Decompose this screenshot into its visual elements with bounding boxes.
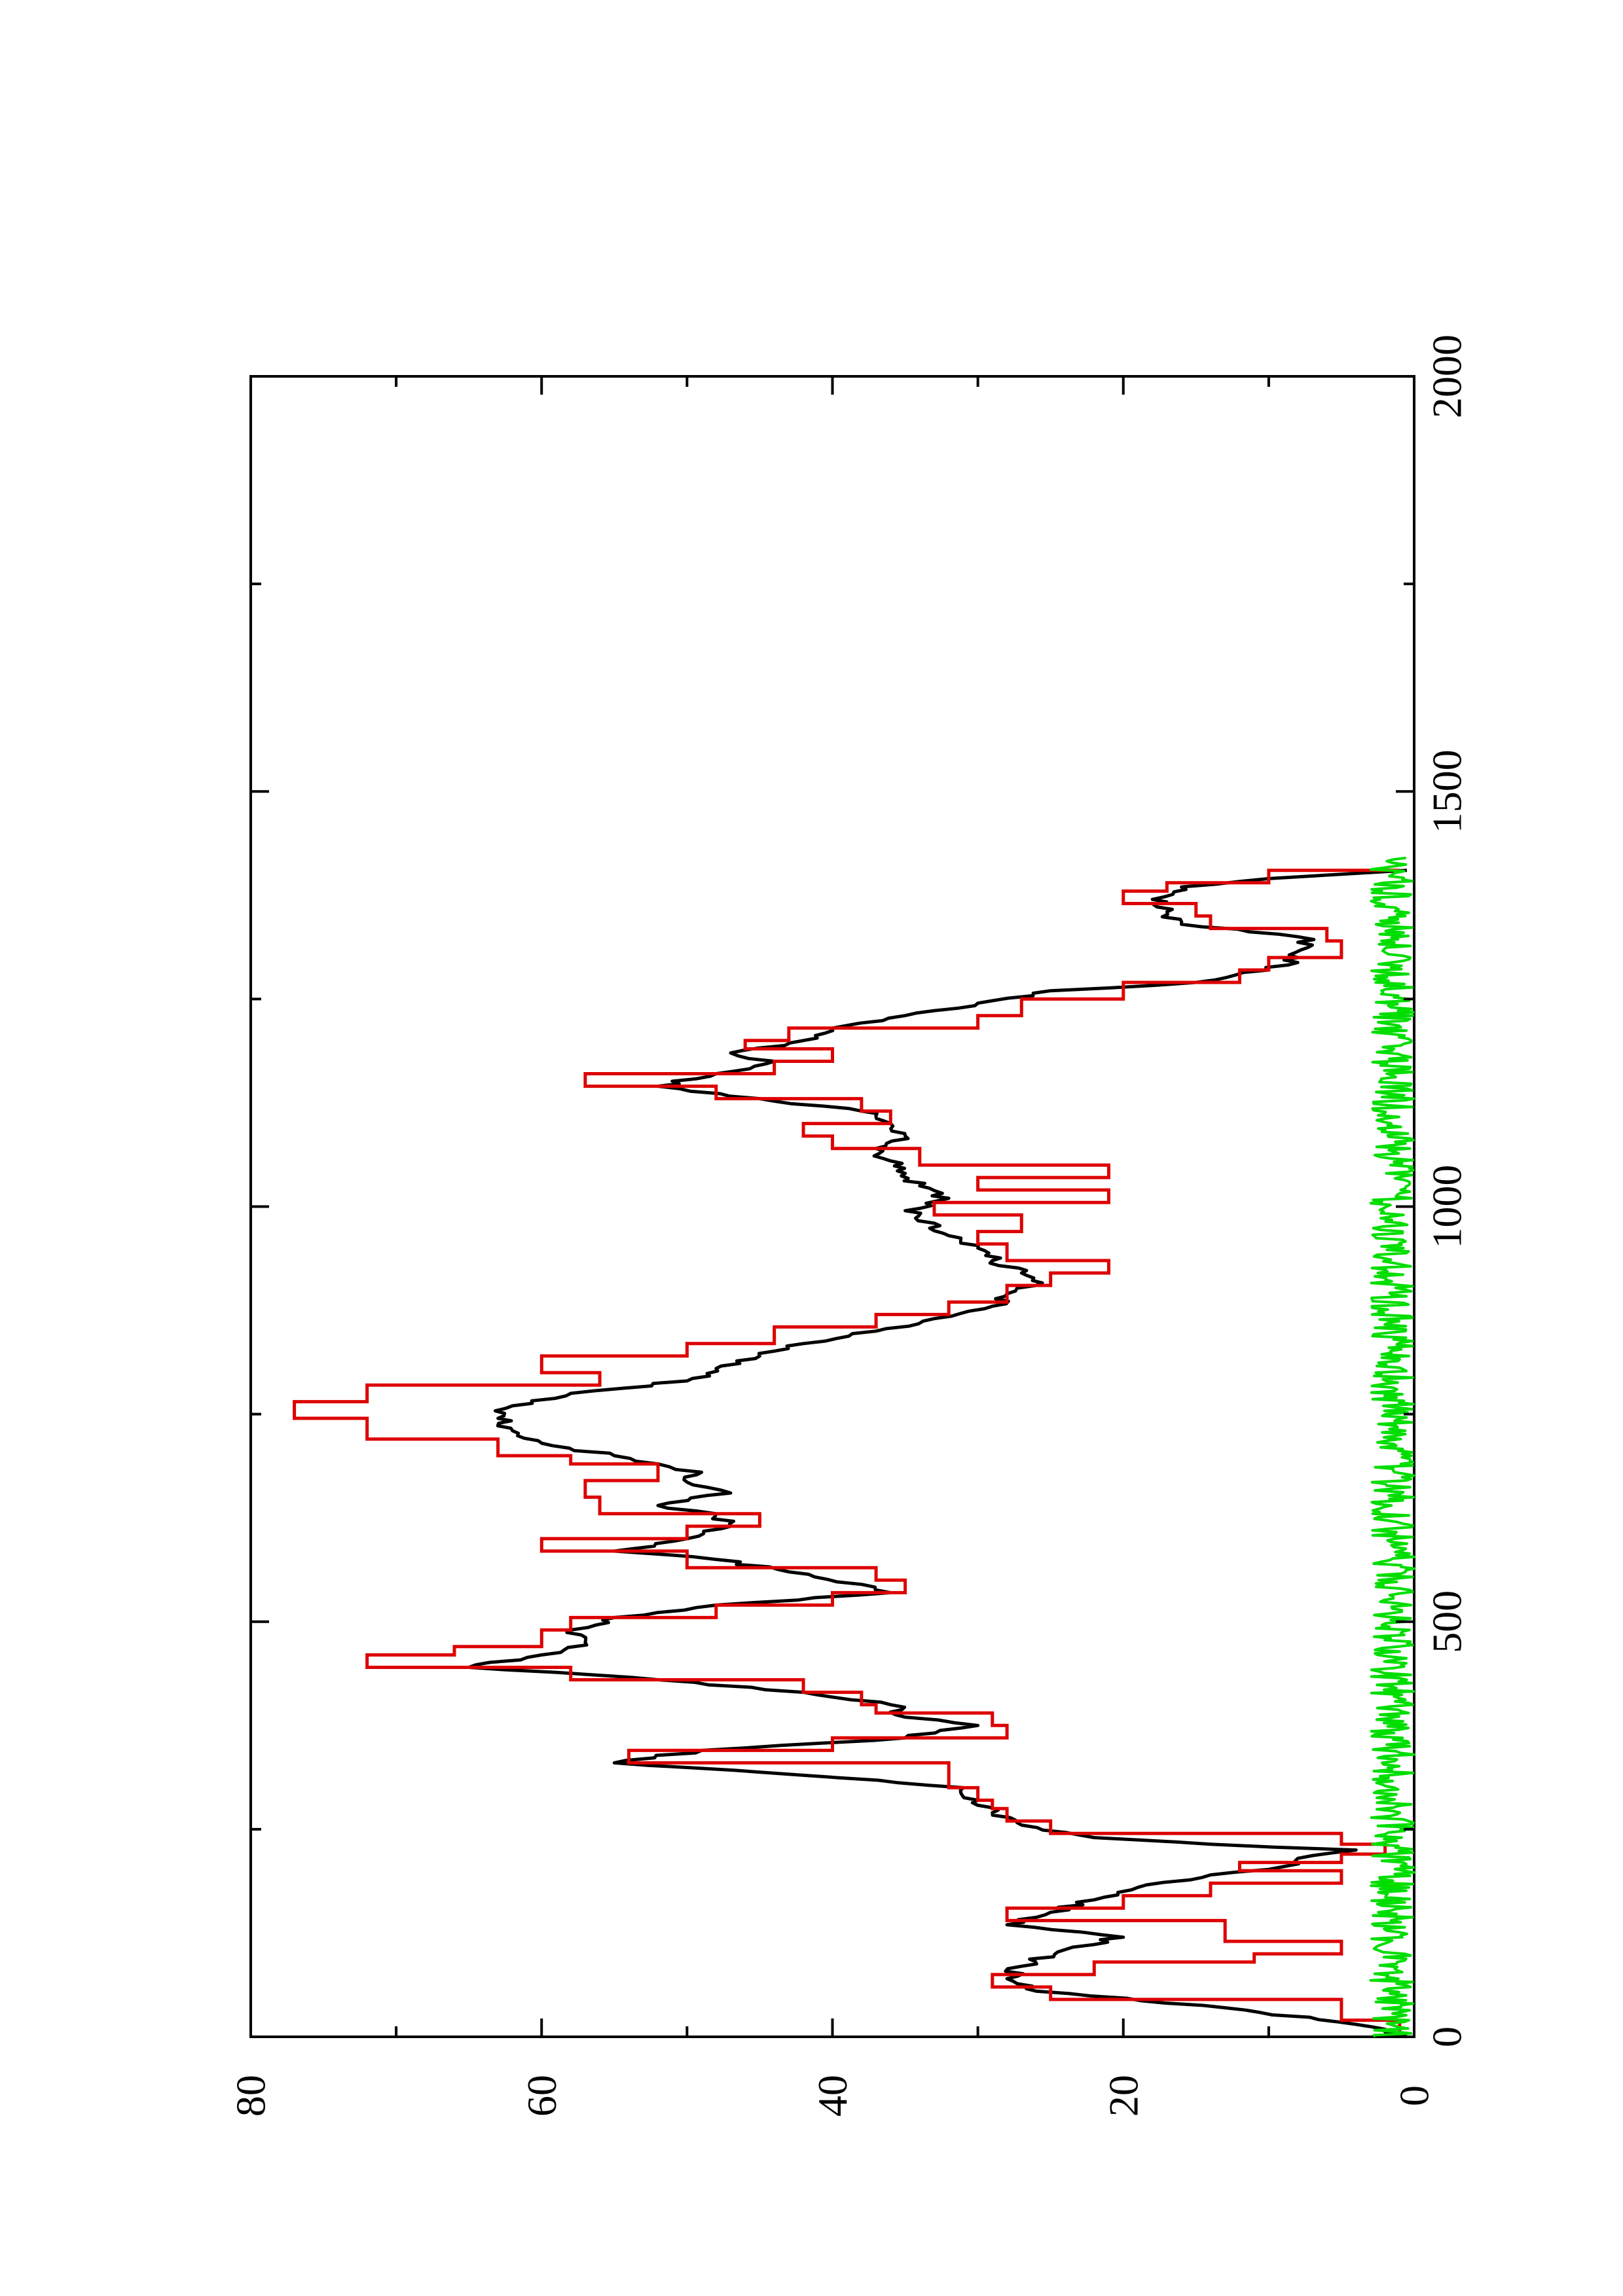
- y-tick-label: 80: [228, 2075, 274, 2117]
- x-tick-label: 0: [1424, 2026, 1470, 2047]
- y-tick-label: 0: [1391, 2085, 1438, 2106]
- plot-frame: [249, 375, 1415, 2038]
- y-tick-label: 60: [519, 2075, 565, 2117]
- axis-ticks: [249, 375, 1415, 2038]
- series-line-green: [1369, 856, 1415, 2038]
- x-tick-label: 1000: [1424, 1165, 1470, 1249]
- y-tick-label: 40: [809, 2075, 856, 2117]
- plot-area: [249, 375, 1415, 2039]
- x-tick-label: 1500: [1424, 749, 1470, 833]
- x-tick-label: 2000: [1424, 334, 1470, 418]
- y-tick-label: 20: [1100, 2075, 1146, 2117]
- axis-tick-labels: 0 500 1000 1500 2000 0 20 40 60 80: [228, 334, 1470, 2117]
- series-line-black: [467, 869, 1408, 2039]
- series-line-red: [293, 869, 1402, 2037]
- x-tick-label: 500: [1424, 1590, 1470, 1653]
